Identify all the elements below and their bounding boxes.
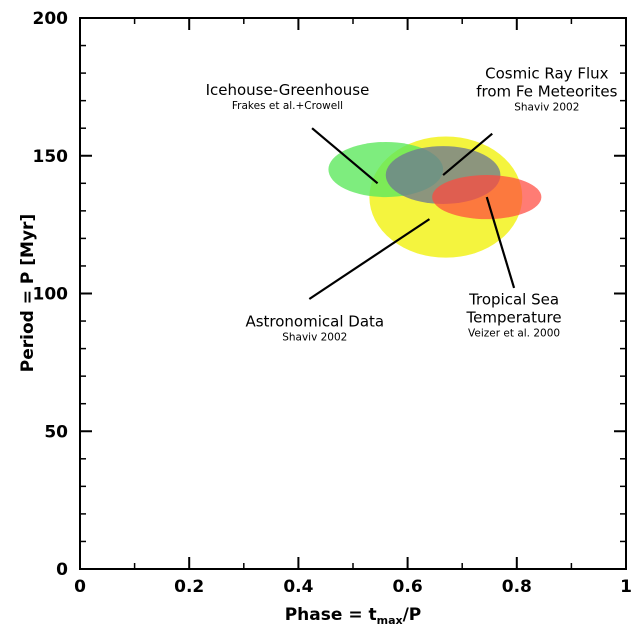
y-tick-label: 50 [44, 422, 68, 442]
x-axis-title-subscript: max [377, 614, 403, 627]
annotation-tropical-source: Veizer et al. 2000 [468, 328, 560, 340]
x-tick-label: 0.2 [174, 577, 204, 597]
x-tick-label: 0.8 [502, 577, 532, 597]
annotation-tropical-line-1: Temperature [466, 309, 562, 327]
annotation-cosmic-line-0: Cosmic Ray Flux [485, 65, 608, 83]
pointer-line-cosmic [442, 132, 493, 176]
annotation-cosmic-source: Shaviv 2002 [514, 102, 579, 114]
x-axis-title-end: /P [403, 605, 422, 625]
y-tick-label: 150 [33, 147, 69, 167]
x-tick-label: 1 [620, 577, 632, 597]
x-tick-label: 0.4 [283, 577, 313, 597]
annotation-icehouse-source: Frakes et al.+Crowell [232, 100, 343, 112]
pointer-line-icehouse [311, 127, 379, 185]
ticks-layer: 0 0.2 0.4 0.6 0.8 1 0 50 100 150 200 [33, 9, 632, 597]
annotation-tropical-line-0: Tropical Sea [468, 291, 559, 309]
y-tick-label: 0 [56, 560, 68, 580]
x-tick-label: 0 [74, 577, 86, 597]
y-axis-title: Period = P [Myr] [18, 214, 38, 372]
annotation-cosmic-line-1: from Fe Meteorites [476, 83, 617, 101]
pointer-line-tropical [485, 196, 516, 289]
pointers-layer [308, 127, 516, 300]
regions-layer [328, 136, 542, 258]
annotation-astronomical-source: Shaviv 2002 [282, 332, 347, 344]
y-tick-label: 200 [33, 9, 69, 29]
x-axis-title: Phase = tmax/P [285, 605, 422, 627]
y-tick-label: 100 [33, 285, 69, 305]
annotation-astronomical-line-0: Astronomical Data [245, 313, 384, 331]
pointer-line-astronomical [308, 218, 431, 300]
x-tick-label: 0.6 [393, 577, 423, 597]
annotation-icehouse-line-0: Icehouse-Greenhouse [206, 81, 370, 99]
x-axis-title-main: Phase = t [285, 605, 377, 625]
